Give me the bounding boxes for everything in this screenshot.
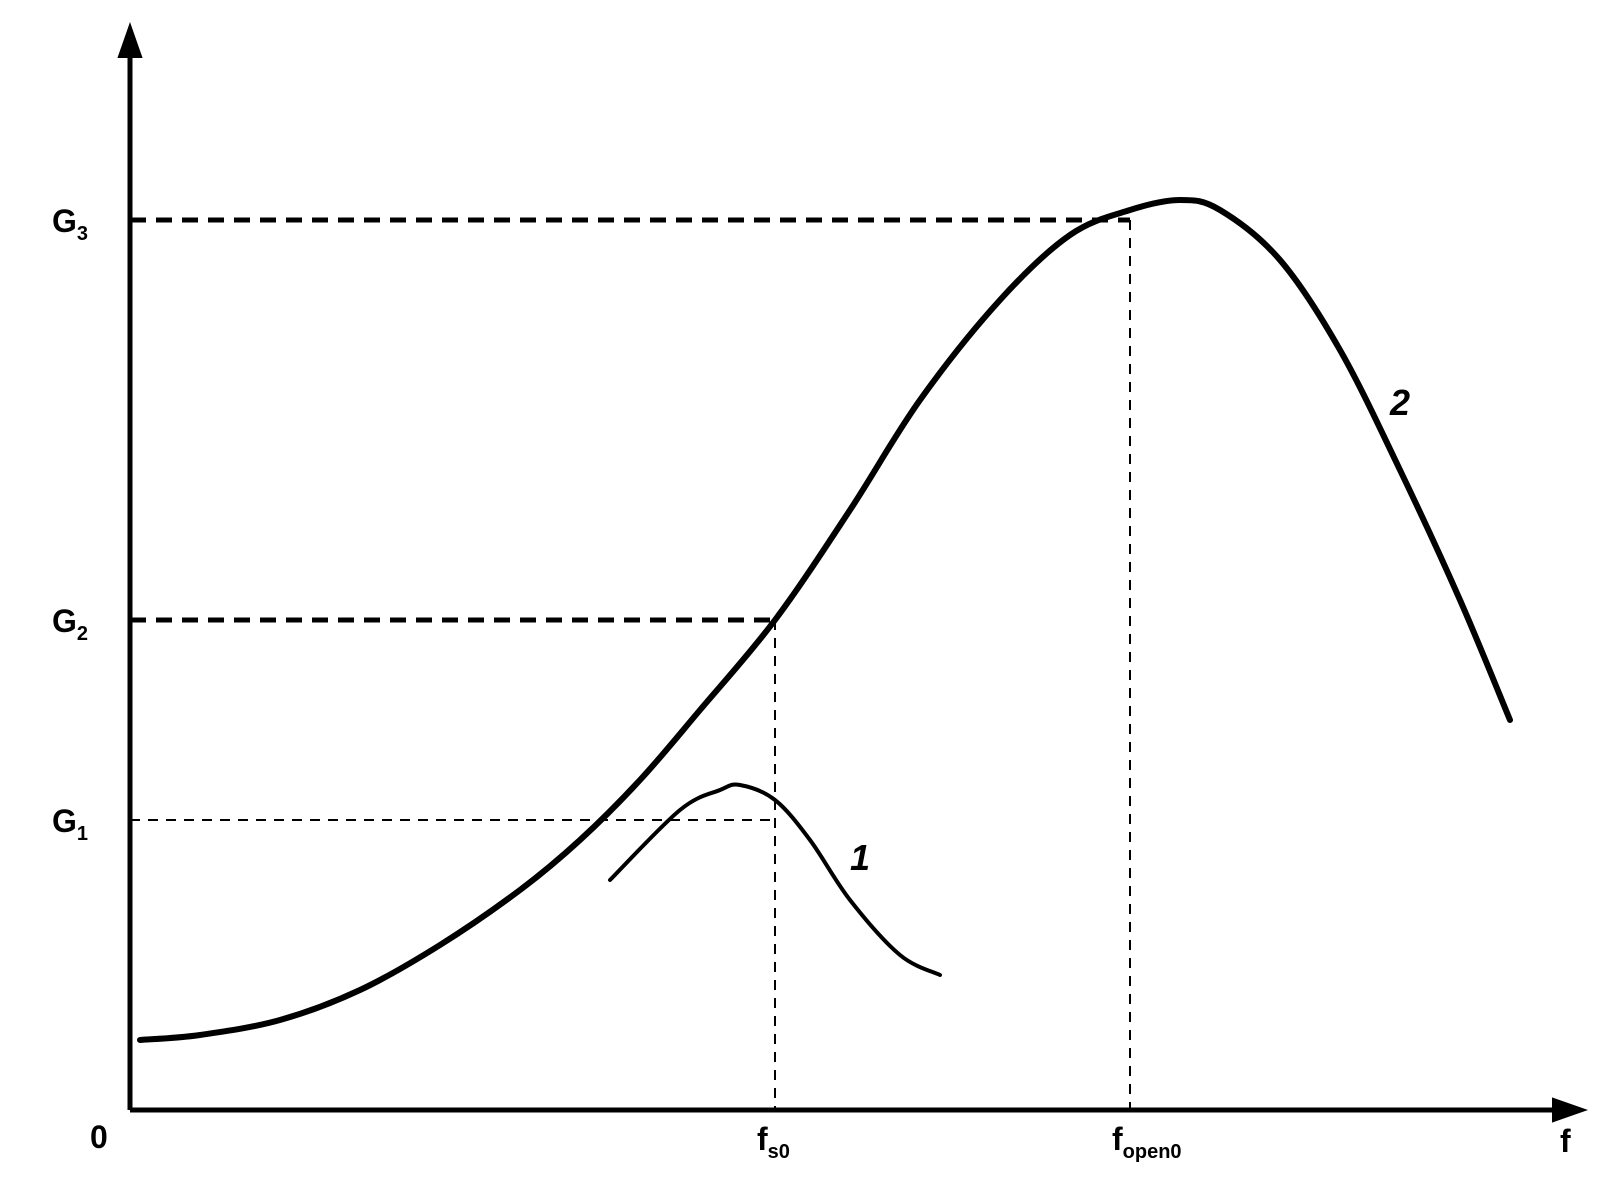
resonance-chart: 120fG1G2G3fs0fopen0 <box>0 0 1610 1196</box>
chart-container: 120fG1G2G3fs0fopen0 <box>0 0 1610 1196</box>
svg-text:f: f <box>1560 1123 1571 1159</box>
svg-text:1: 1 <box>850 837 870 878</box>
svg-text:0: 0 <box>90 1119 108 1155</box>
svg-text:2: 2 <box>1389 382 1410 423</box>
